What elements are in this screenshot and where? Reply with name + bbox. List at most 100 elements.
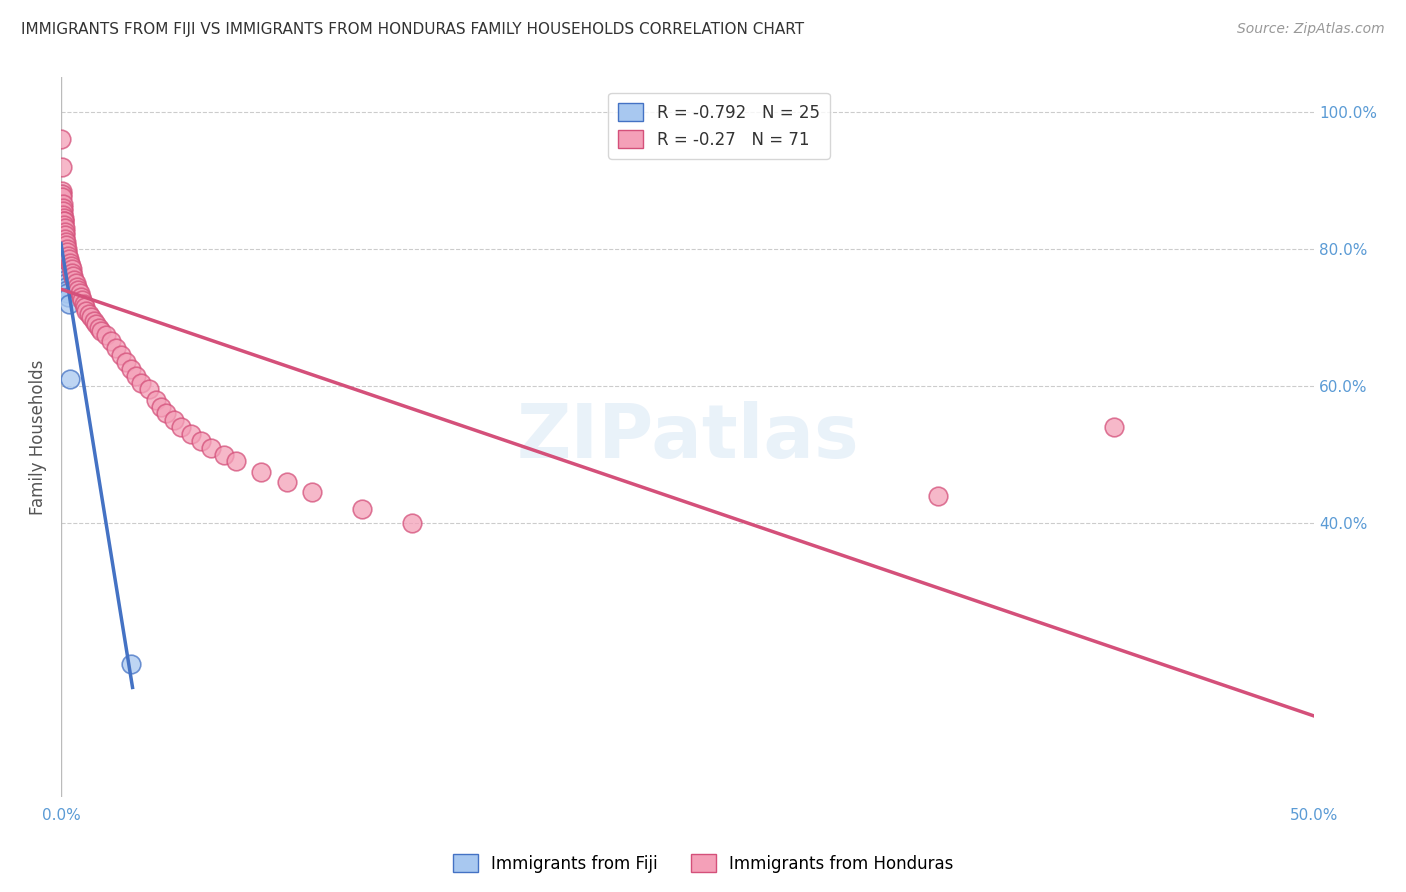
Point <box>401 516 423 530</box>
Point <box>52 201 75 215</box>
Point <box>66 279 89 293</box>
Point <box>69 286 91 301</box>
Point <box>52 242 75 256</box>
Point <box>927 489 949 503</box>
Point <box>55 238 77 252</box>
Point <box>190 434 212 448</box>
Point <box>53 262 76 277</box>
Point <box>51 228 73 243</box>
Point <box>67 283 90 297</box>
Y-axis label: Family Households: Family Households <box>30 359 46 515</box>
Point <box>276 475 298 489</box>
Point <box>55 279 77 293</box>
Point <box>77 307 100 321</box>
Point <box>53 225 76 239</box>
Point <box>301 485 323 500</box>
Point <box>63 273 86 287</box>
Point <box>70 290 93 304</box>
Point <box>73 300 96 314</box>
Point <box>62 269 84 284</box>
Point <box>59 255 82 269</box>
Point <box>225 454 247 468</box>
Point <box>52 249 75 263</box>
Point <box>55 276 77 290</box>
Point <box>125 368 148 383</box>
Point <box>52 252 75 267</box>
Point <box>59 372 82 386</box>
Point <box>87 320 110 334</box>
Point <box>120 361 142 376</box>
Text: Source: ZipAtlas.com: Source: ZipAtlas.com <box>1237 22 1385 37</box>
Point <box>56 242 79 256</box>
Point <box>59 259 82 273</box>
Point <box>200 441 222 455</box>
Point <box>58 290 80 304</box>
Point <box>94 327 117 342</box>
Point <box>53 266 76 280</box>
Point <box>60 262 83 277</box>
Point <box>51 214 73 228</box>
Point <box>52 208 75 222</box>
Point <box>51 208 73 222</box>
Point <box>170 420 193 434</box>
Point <box>52 238 75 252</box>
Point <box>129 376 152 390</box>
Point <box>53 214 76 228</box>
Point <box>250 465 273 479</box>
Point <box>115 355 138 369</box>
Point <box>53 262 76 277</box>
Point <box>55 231 77 245</box>
Point <box>58 296 80 310</box>
Point <box>51 186 73 201</box>
Point <box>53 221 76 235</box>
Point <box>51 184 73 198</box>
Point <box>155 406 177 420</box>
Point <box>52 245 75 260</box>
Point <box>53 218 76 232</box>
Point <box>51 190 73 204</box>
Point <box>110 348 132 362</box>
Point <box>90 324 112 338</box>
Point <box>55 273 77 287</box>
Point <box>53 269 76 284</box>
Point <box>75 303 97 318</box>
Point <box>105 341 128 355</box>
Legend: R = -0.792   N = 25, R = -0.27   N = 71: R = -0.792 N = 25, R = -0.27 N = 71 <box>609 93 830 159</box>
Point <box>145 392 167 407</box>
Point <box>53 259 76 273</box>
Point <box>52 204 75 219</box>
Point <box>56 283 79 297</box>
Point <box>56 286 79 301</box>
Point <box>72 296 94 310</box>
Point <box>84 318 107 332</box>
Point <box>138 383 160 397</box>
Point <box>55 235 77 249</box>
Point <box>52 197 75 211</box>
Point <box>51 132 73 146</box>
Legend: Immigrants from Fiji, Immigrants from Honduras: Immigrants from Fiji, Immigrants from Ho… <box>446 847 960 880</box>
Point <box>51 186 73 201</box>
Point <box>52 214 75 228</box>
Text: IMMIGRANTS FROM FIJI VS IMMIGRANTS FROM HONDURAS FAMILY HOUSEHOLDS CORRELATION C: IMMIGRANTS FROM FIJI VS IMMIGRANTS FROM … <box>21 22 804 37</box>
Point <box>52 211 75 225</box>
Point <box>350 502 373 516</box>
Point <box>212 448 235 462</box>
Point <box>100 334 122 349</box>
Point <box>51 228 73 243</box>
Point <box>80 310 103 325</box>
Point <box>52 255 75 269</box>
Point <box>56 245 79 260</box>
Point <box>1102 420 1125 434</box>
Point <box>150 400 173 414</box>
Point <box>58 252 80 267</box>
Point <box>163 413 186 427</box>
Point <box>62 266 84 280</box>
Point <box>83 314 105 328</box>
Point <box>120 657 142 671</box>
Point <box>51 235 73 249</box>
Text: ZIPatlas: ZIPatlas <box>516 401 859 474</box>
Point <box>72 293 94 308</box>
Point <box>51 160 73 174</box>
Point <box>58 249 80 263</box>
Point <box>180 427 202 442</box>
